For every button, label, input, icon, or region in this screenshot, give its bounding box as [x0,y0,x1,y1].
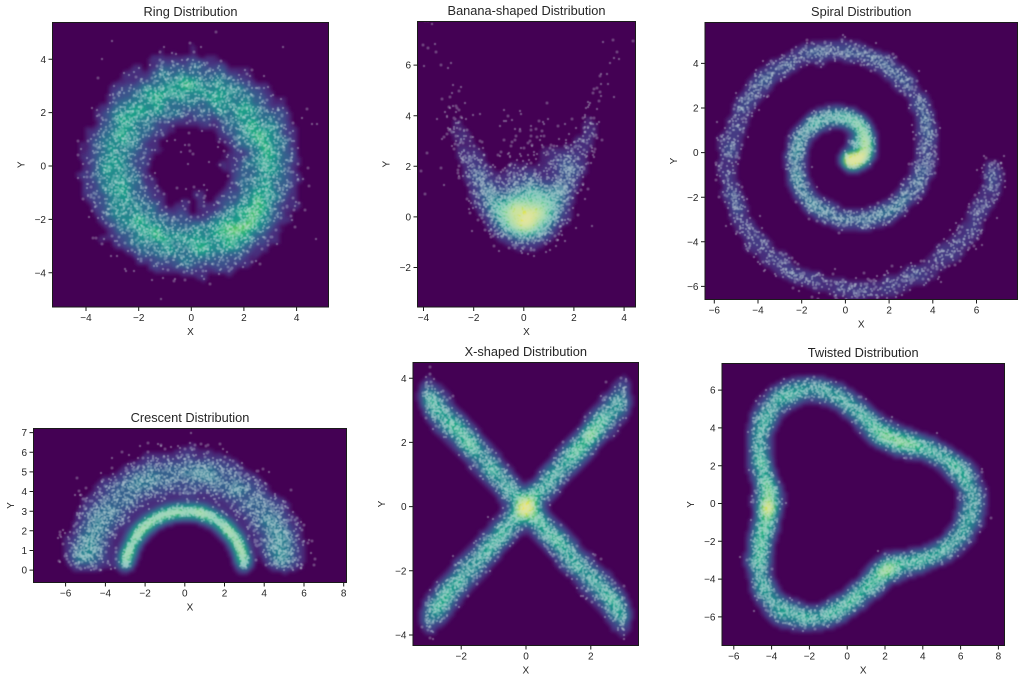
svg-text:−4: −4 [687,237,699,248]
svg-text:−2: −2 [35,215,47,226]
svg-text:4: 4 [693,59,699,70]
svg-text:6: 6 [301,588,307,599]
svg-text:−4: −4 [395,631,407,642]
svg-text:2: 2 [21,526,27,537]
svg-text:−6: −6 [60,588,72,599]
svg-text:5: 5 [21,468,27,479]
svg-text:−2: −2 [133,313,145,324]
svg-text:Y: Y [382,161,393,168]
svg-text:2: 2 [40,108,46,119]
svg-text:Y: Y [377,500,388,507]
svg-text:4: 4 [261,588,267,599]
svg-text:0: 0 [521,313,527,324]
svg-text:2: 2 [710,461,716,472]
svg-text:X: X [522,666,529,677]
svg-text:0: 0 [182,588,188,599]
svg-text:−6: −6 [728,651,740,662]
svg-text:X: X [858,320,865,331]
svg-text:6: 6 [958,651,964,662]
svg-text:Banana-shaped Distribution: Banana-shaped Distribution [448,3,606,18]
svg-text:Spiral Distribution: Spiral Distribution [811,4,911,19]
svg-text:2: 2 [588,651,594,662]
svg-text:4: 4 [21,487,27,498]
svg-text:X-shaped Distribution: X-shaped Distribution [465,344,587,359]
svg-text:−2: −2 [400,263,412,274]
svg-text:2: 2 [405,162,411,173]
svg-text:−6: −6 [704,613,716,624]
svg-text:−2: −2 [455,651,467,662]
svg-text:Ring Distribution: Ring Distribution [144,4,238,19]
svg-text:0: 0 [405,213,411,224]
svg-text:4: 4 [621,313,627,324]
svg-text:0: 0 [21,566,27,577]
svg-text:4: 4 [920,651,926,662]
svg-text:0: 0 [523,651,529,662]
svg-text:3: 3 [21,507,27,518]
svg-text:0: 0 [189,313,195,324]
svg-text:X: X [187,603,194,614]
svg-text:4: 4 [405,111,411,122]
svg-text:Y: Y [686,501,697,508]
svg-text:−4: −4 [704,575,716,586]
svg-text:−4: −4 [766,651,778,662]
svg-text:−2: −2 [796,305,808,316]
svg-text:4: 4 [710,424,716,435]
svg-text:−2: −2 [395,566,407,577]
svg-text:4: 4 [401,374,407,385]
svg-text:2: 2 [571,313,577,324]
svg-text:0: 0 [401,502,407,513]
svg-text:−4: −4 [80,313,92,324]
svg-text:6: 6 [405,61,411,72]
svg-text:4: 4 [294,313,300,324]
svg-text:−4: −4 [752,305,764,316]
svg-text:0: 0 [844,651,850,662]
svg-text:−4: −4 [100,588,112,599]
svg-text:2: 2 [886,305,892,316]
svg-text:X: X [523,327,530,338]
svg-text:2: 2 [241,313,247,324]
svg-text:−4: −4 [35,268,47,279]
svg-text:2: 2 [222,588,228,599]
svg-text:1: 1 [21,546,27,557]
svg-text:−2: −2 [468,313,480,324]
svg-text:0: 0 [843,305,849,316]
svg-text:−2: −2 [687,193,699,204]
svg-text:7: 7 [21,428,27,439]
svg-text:6: 6 [974,305,980,316]
svg-text:−6: −6 [709,305,721,316]
svg-text:6: 6 [710,386,716,397]
svg-text:Y: Y [6,502,17,509]
svg-text:0: 0 [40,162,46,173]
svg-text:4: 4 [930,305,936,316]
svg-text:−6: −6 [687,282,699,293]
svg-text:X: X [187,327,194,338]
svg-text:2: 2 [882,651,888,662]
svg-text:4: 4 [40,55,46,66]
svg-text:0: 0 [710,499,716,510]
svg-text:Twisted Distribution: Twisted Distribution [808,345,919,360]
svg-text:6: 6 [21,448,27,459]
svg-text:8: 8 [341,588,347,599]
svg-text:−2: −2 [704,537,716,548]
svg-text:0: 0 [693,148,699,159]
svg-text:−2: −2 [804,651,816,662]
svg-text:2: 2 [693,104,699,115]
svg-text:8: 8 [996,651,1002,662]
svg-text:X: X [860,666,867,677]
svg-text:Y: Y [669,157,680,164]
svg-text:2: 2 [401,438,407,449]
svg-text:−2: −2 [139,588,151,599]
svg-text:Crescent Distribution: Crescent Distribution [131,410,250,425]
svg-text:Y: Y [17,161,28,168]
svg-text:−4: −4 [418,313,430,324]
